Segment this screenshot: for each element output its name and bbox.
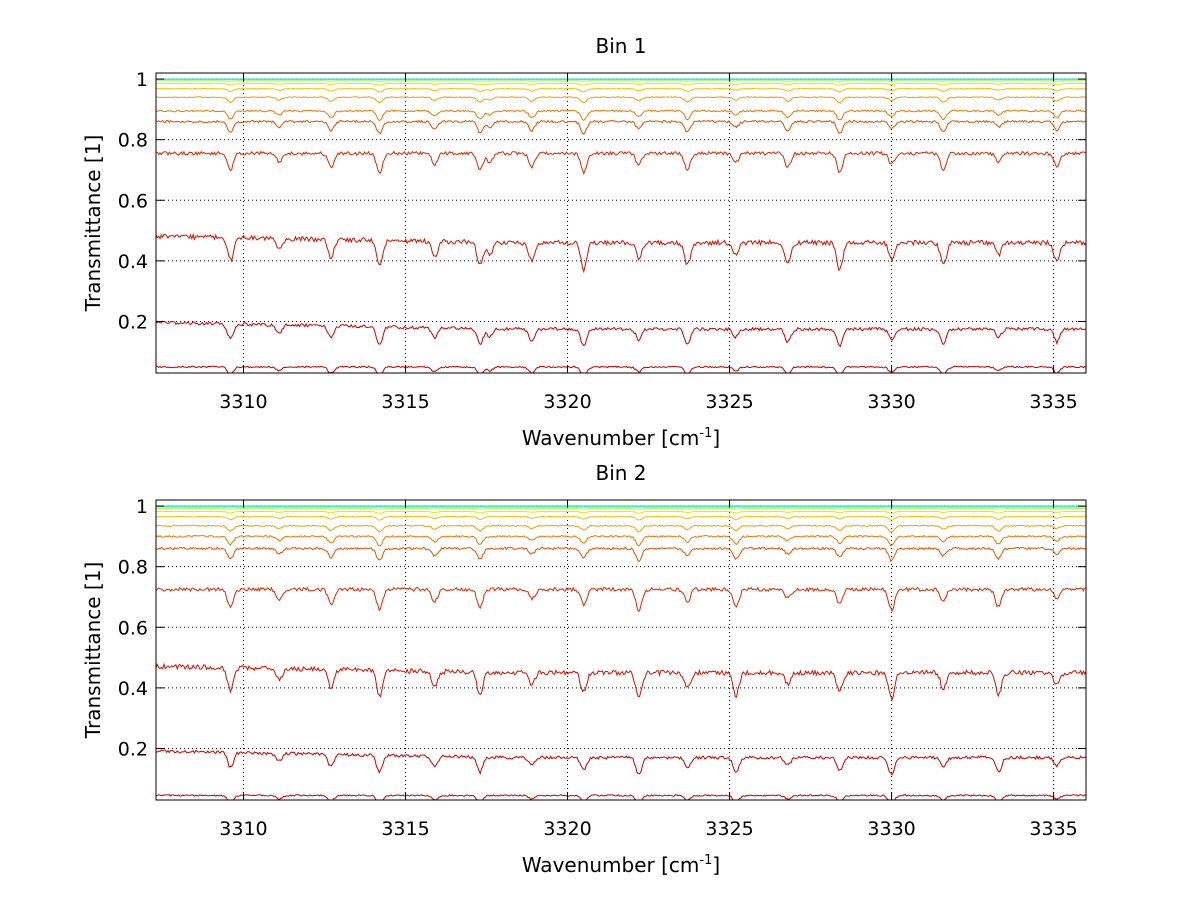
transmittance-line <box>156 586 1086 613</box>
transmittance-line <box>156 534 1086 547</box>
transmittance-line <box>156 96 1086 104</box>
transmittance-line <box>156 87 1086 93</box>
transmittance-series <box>156 78 1086 373</box>
y-tick-label: 0.6 <box>118 617 148 639</box>
transmittance-line <box>156 749 1086 776</box>
y-tick-label: 0.2 <box>118 311 148 333</box>
transmittance-line <box>156 80 1086 83</box>
x-axis-label: Wavenumber [cm-1] <box>522 426 720 450</box>
transmittance-line <box>156 662 1086 702</box>
transmittance-series <box>156 505 1086 800</box>
x-tick-label: 3330 <box>867 818 915 840</box>
x-tick-label: 3325 <box>705 391 753 413</box>
tick-marks <box>156 500 1086 800</box>
transmittance-line <box>156 507 1086 510</box>
x-tick-labels: 3310 3315 3320 3325 3330 3335 <box>219 818 1077 840</box>
y-tick-labels: 0.2 0.4 0.6 0.8 1 <box>118 69 148 333</box>
x-tick-label: 3315 <box>381 391 429 413</box>
y-tick-label: 0.8 <box>118 557 148 579</box>
x-tick-label: 3310 <box>219 818 267 840</box>
x-axis-label: Wavenumber [cm-1] <box>522 853 720 877</box>
transmittance-line <box>156 793 1086 800</box>
transmittance-line <box>156 510 1086 514</box>
axes-frame <box>155 72 1087 374</box>
x-tick-label: 3310 <box>219 391 267 413</box>
transmittance-line <box>156 82 1086 86</box>
transmittance-line <box>156 232 1086 274</box>
y-tick-label: 0.6 <box>118 190 148 212</box>
y-tick-label: 1 <box>136 69 148 91</box>
x-tick-label: 3315 <box>381 818 429 840</box>
transmittance-line <box>156 320 1086 348</box>
x-tick-label: 3325 <box>705 818 753 840</box>
transmittance-line <box>156 365 1086 373</box>
chart-title: Bin 1 <box>595 34 646 58</box>
y-tick-label: 0.4 <box>118 251 148 273</box>
transmittance-line <box>156 524 1086 533</box>
transmittance-line <box>156 109 1086 122</box>
x-tick-label: 3335 <box>1029 391 1077 413</box>
y-tick-label: 0.8 <box>118 130 148 152</box>
y-tick-label: 0.4 <box>118 678 148 700</box>
x-tick-label: 3320 <box>543 391 591 413</box>
x-tick-label: 3335 <box>1029 818 1077 840</box>
x-tick-labels: 3310 3315 3320 3325 3330 3335 <box>219 391 1077 413</box>
tick-marks <box>156 73 1086 373</box>
transmittance-line <box>156 546 1086 563</box>
y-axis-label: Transmittance [1] <box>81 562 105 740</box>
y-tick-label: 0.2 <box>118 738 148 760</box>
y-tick-label: 1 <box>136 496 148 518</box>
transmittance-line <box>156 150 1086 175</box>
plot-panel-bin-1: Bin 1 Wavenumber [cm-1] Transmittance [1… <box>81 34 1087 450</box>
y-tick-labels: 0.2 0.4 0.6 0.8 1 <box>118 496 148 760</box>
x-tick-label: 3320 <box>543 818 591 840</box>
y-axis-label: Transmittance [1] <box>81 135 105 313</box>
transmittance-line <box>156 515 1086 521</box>
transmittance-line <box>156 119 1086 135</box>
plot-panel-bin-2: Bin 2 Wavenumber [cm-1] Transmittance [1… <box>81 461 1087 877</box>
axes-frame <box>155 499 1087 801</box>
chart-title: Bin 2 <box>595 461 646 485</box>
x-tick-label: 3330 <box>867 391 915 413</box>
